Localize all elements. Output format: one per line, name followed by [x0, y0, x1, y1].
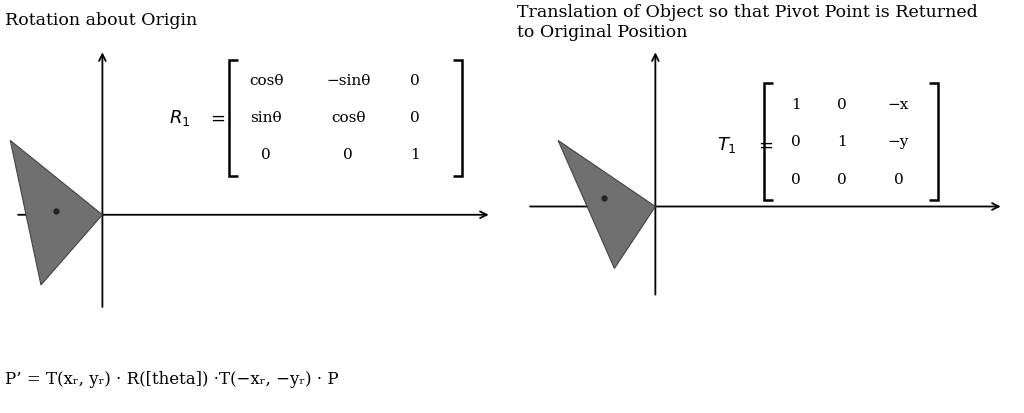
Text: 0: 0: [792, 135, 801, 150]
Text: Rotation about Origin: Rotation about Origin: [5, 12, 198, 29]
Text: P’ = T(xᵣ, yᵣ) · R([theta]) ·T(−xᵣ, −yᵣ) · P: P’ = T(xᵣ, yᵣ) · R([theta]) ·T(−xᵣ, −yᵣ)…: [5, 371, 339, 388]
Text: sinθ: sinθ: [251, 111, 282, 125]
Text: 1: 1: [792, 98, 801, 112]
Polygon shape: [10, 140, 102, 285]
Text: 0: 0: [410, 111, 420, 125]
Text: 0: 0: [343, 148, 353, 162]
Text: 0: 0: [792, 173, 801, 187]
Text: 0: 0: [261, 148, 271, 162]
Text: $R_1$: $R_1$: [169, 108, 190, 128]
Text: cosθ: cosθ: [331, 111, 366, 125]
Text: 0: 0: [838, 98, 847, 112]
Text: $T_1$: $T_1$: [717, 135, 736, 154]
Text: cosθ: cosθ: [249, 74, 284, 88]
Text: 0: 0: [838, 173, 847, 187]
Polygon shape: [558, 140, 655, 268]
Text: −x: −x: [888, 98, 909, 112]
Text: 0: 0: [410, 74, 420, 88]
Text: 1: 1: [838, 135, 847, 150]
Text: Translation of Object so that Pivot Point is Returned
to Original Position: Translation of Object so that Pivot Poin…: [517, 4, 978, 41]
Text: $=$: $=$: [756, 135, 774, 154]
Text: −y: −y: [888, 135, 909, 150]
Text: 0: 0: [894, 173, 903, 187]
Text: −sinθ: −sinθ: [326, 74, 371, 88]
Text: 1: 1: [410, 148, 420, 162]
Text: $=$: $=$: [207, 109, 226, 127]
